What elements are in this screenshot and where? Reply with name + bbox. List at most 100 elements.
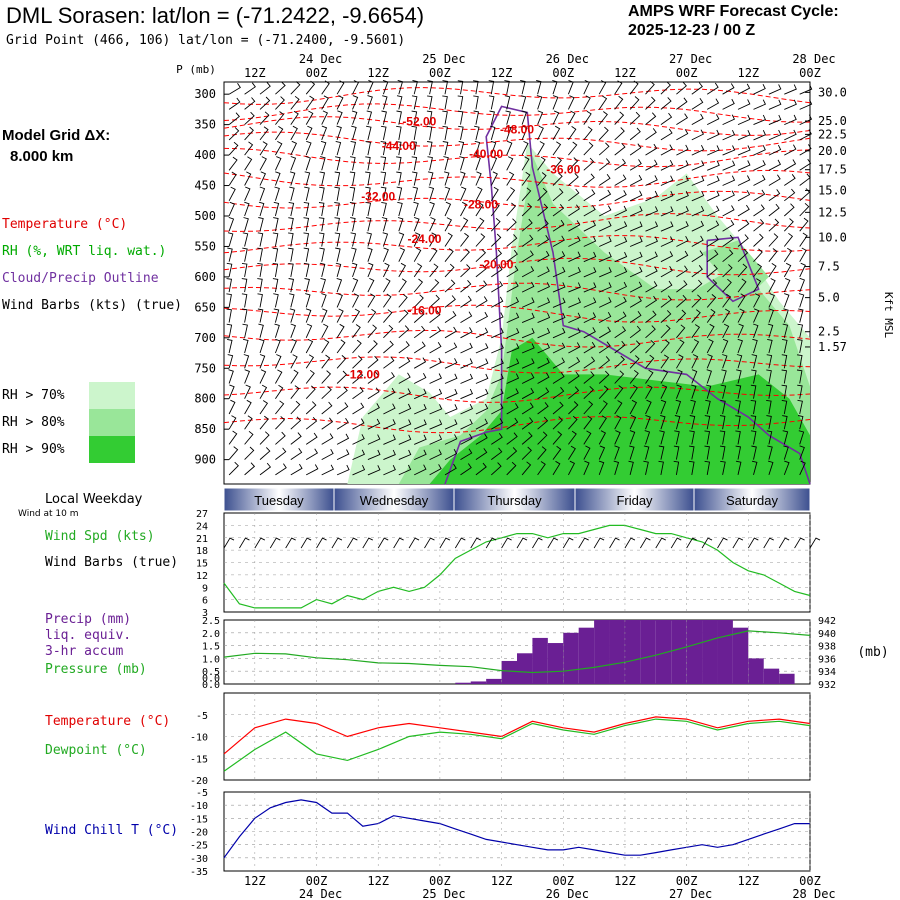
surface-wind-barb [562,537,574,549]
wind-chill-panel-frame [223,791,811,872]
precip-bar [655,620,672,684]
wind-barb [413,310,425,323]
temperature-contour [223,147,811,168]
wind-barb [398,449,412,461]
precip-bar [547,643,564,684]
wind-barb [568,110,576,125]
height-tick-label: 17.5 [818,163,847,177]
wind-barb [242,232,249,247]
wind-barb [475,462,487,476]
wind-barb [691,160,705,171]
wind-barb [598,445,606,460]
wind-barb [520,80,526,95]
wind-barb [691,309,701,323]
temperature-tick-label: -10 [190,733,208,744]
wind-barb [707,190,720,202]
wind-barb [598,142,610,156]
wind-barb [457,110,464,125]
wind-barb [643,460,649,475]
wind-barb [352,402,365,415]
wind-barb [506,447,518,460]
wind-barb [275,96,285,110]
wind-speed-tick-label: 9 [202,583,208,594]
wind-barb [398,325,410,339]
wind-barb [675,399,682,415]
wind-barb [691,324,701,339]
wind-barb [412,171,418,186]
wind-barb [784,159,797,171]
wind-barb [676,206,689,217]
wind-barb [305,125,313,141]
wind-barb [429,294,440,308]
wind-barb [521,234,534,247]
wind-barb [629,325,642,339]
wind-barb [444,248,454,262]
temperature-contour [223,190,811,209]
bottom-time-label: 00Z [429,874,451,888]
wind-barb [706,264,718,278]
wind-barb [660,128,673,141]
wind-barb [319,186,325,201]
temperature-contour-label: -16.00 [407,303,441,317]
wind-barb [444,279,456,293]
wind-barb [321,433,334,445]
wind-barb [645,206,659,217]
wind-barb [629,159,642,171]
wind-barb [614,415,622,430]
wind-barb [704,430,711,445]
wind-barb [351,125,357,141]
wind-barb [552,172,563,186]
wind-barb [645,80,655,95]
wind-barb [303,262,310,277]
wind-barb [398,247,406,262]
height-tick-label: 22.5 [818,127,847,141]
wind-barb [383,465,396,476]
wind-barb [706,323,715,339]
wind-barb [491,249,503,263]
temperature-contour-label: -32.00 [361,190,395,204]
wind-barb [552,79,558,95]
wind-barb [568,204,580,217]
wind-barb [244,462,256,476]
wind-barb [383,434,396,445]
wind-barb [614,190,627,202]
wind-barb [289,186,295,201]
wind-barb [537,266,550,278]
wind-barb [228,216,235,232]
wind-barb [704,445,710,460]
precip-tick-label: 1.5 [202,642,220,653]
wind-chill-line [223,799,810,859]
wind-barb [645,414,651,430]
wind-barb [444,448,458,460]
wind-barb [583,445,591,460]
wind-barb [398,341,410,354]
wind-barb [319,232,325,247]
wind-barb [598,111,608,125]
wind-barb [599,236,612,247]
surface-wind-barb [778,537,790,549]
wind-barb [521,156,530,171]
wind-barb [259,415,269,430]
wind-barb [629,96,640,110]
wind-barb [753,99,767,110]
wind-barb [228,171,237,186]
wind-barb [459,156,465,171]
wind-barb [273,308,280,323]
wind-barb [383,278,391,293]
wind-barb [660,339,670,354]
wind-barb [799,84,813,95]
wind-barb [398,372,411,384]
temperature-contour [223,282,811,301]
wind-barb [598,341,611,354]
wind-barb [691,384,697,399]
wind-barb [429,357,442,369]
wind-barb [305,354,315,369]
wind-barb [411,125,417,140]
wind-barb [506,171,515,186]
wind-barb [614,445,620,460]
wind-barb [489,125,496,141]
cross-section-panel [223,79,813,485]
wind-barb [583,371,595,384]
wind-barb [629,251,643,263]
wind-barb [411,110,418,125]
